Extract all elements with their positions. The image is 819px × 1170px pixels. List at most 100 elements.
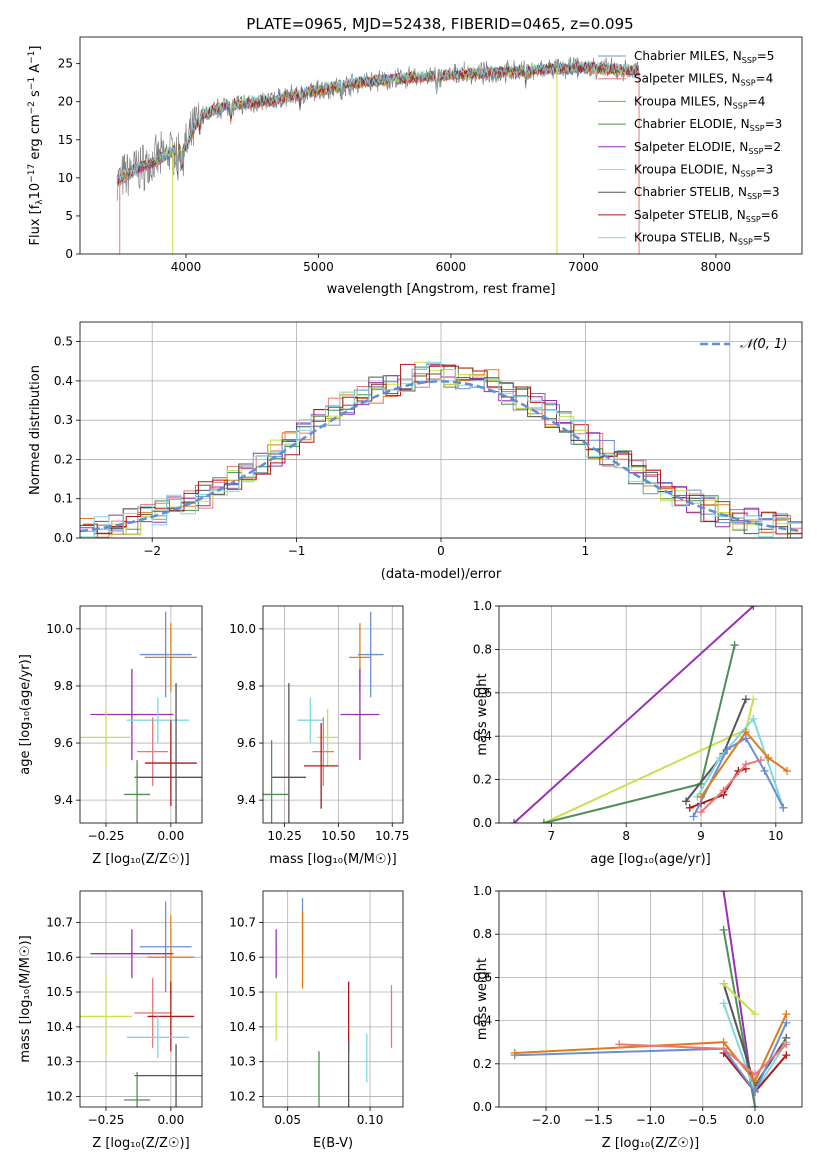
series-marker: [685, 803, 694, 812]
series-marker: [750, 1070, 759, 1079]
y-tick-label: 0.4: [473, 729, 492, 743]
x-axis-label: mass [log₁₀(M/M☉)]: [269, 852, 396, 867]
y-tick-label: 0.0: [473, 816, 492, 830]
series-marker: [539, 819, 548, 823]
legend-label-kroupa_miles: Kroupa MILES, NSSP=4: [634, 94, 765, 110]
x-tick-label: 7: [548, 829, 556, 843]
x-axis-label: age [log₁₀(age/yr)]: [590, 852, 711, 867]
series-marker: [782, 1010, 791, 1019]
point-kroupa_stelib: [126, 1016, 190, 1059]
axes-frame: [79, 890, 203, 1108]
point-chabrier_miles: [357, 611, 384, 698]
legend-label-chabrier_miles: Chabrier MILES, NSSP=5: [634, 49, 774, 65]
point-salpeter_stelib: [147, 981, 195, 1052]
y-tick-label: 0: [65, 247, 73, 261]
series-line: [722, 983, 756, 1015]
x-tick-label: 10: [768, 829, 783, 843]
panel-mass-age: 10.25 10.50 10.75 9.4 9.6 9.8 10.0 mass [log₁₀(…: [229, 605, 409, 867]
x-tick-label: 10.50: [321, 829, 355, 843]
point-kroupa_stelib: [126, 697, 190, 744]
series-marker: [719, 999, 728, 1008]
x-tick-label: 2: [726, 544, 734, 558]
series-marker: [749, 606, 758, 610]
panel-residuals: −2 −1 0 1 2 0.0 0.1 0.2 0.3 0.4 0.5 𝒩(0, 1) (data-mo…: [28, 321, 803, 582]
point-kroupa_miles: [144, 623, 197, 692]
x-tick-label: −1.0: [636, 1113, 665, 1127]
histogram-kroupa_stelib: [80, 361, 802, 538]
y-tick-label: 0.0: [473, 1100, 492, 1114]
y-axis-label: mass weight: [475, 673, 490, 755]
x-axis-label: Z [log₁₀(Z/Z☉)]: [602, 1136, 699, 1151]
y-tick-label: 15: [58, 133, 73, 147]
legend-label-salpeter_miles: Salpeter MILES, NSSP=4: [634, 72, 773, 88]
spectrum-legend: Chabrier MILES, NSSP=5 Salpeter MILES, NS…: [598, 49, 782, 247]
x-tick-label: 9: [697, 829, 705, 843]
x-tick-label: 5000: [303, 260, 334, 274]
panel-ebv-mass: 0.05 0.10 10.2 10.3 10.4 10.5 10.6 10.7 E(B-V): [229, 890, 404, 1151]
y-tick-label: 0.3: [54, 413, 73, 427]
y-tick-label: 0.6: [473, 686, 492, 700]
plot-area: [509, 606, 792, 823]
series-marker: [760, 766, 769, 775]
y-tick-label: 0.8: [473, 642, 492, 656]
point-chabrier_elodie: [263, 740, 289, 823]
y-tick-label: 0.1: [54, 492, 73, 506]
y-tick-label: 10.3: [229, 1055, 256, 1069]
series-marker: [697, 792, 705, 801]
y-axis-label: mass [log₁₀(M/M☉)]: [18, 935, 33, 1062]
series-marker: [750, 1103, 759, 1107]
point-salpeter_elodie: [90, 668, 174, 761]
x-tick-label: 8000: [701, 260, 732, 274]
point-chabrier_elodie: [124, 1072, 151, 1107]
series-marker: [749, 714, 758, 723]
y-tick-label: 25: [58, 57, 73, 71]
series-salpeter_elodie: [509, 606, 758, 823]
histogram-salpeter_stelib: [82, 363, 802, 535]
legend-label-chabrier_stelib: Chabrier STELIB, NSSP=3: [634, 185, 780, 201]
x-tick-label: −0.25: [88, 829, 125, 843]
y-tick-label: 10.5: [229, 985, 256, 999]
series-marker: [697, 808, 705, 817]
model-spectrum-salpeter_stelib: [116, 61, 639, 185]
y-tick-label: 10.4: [229, 1020, 256, 1034]
series-marker: [719, 891, 728, 895]
series-marker: [689, 812, 698, 821]
y-tick-label: 1.0: [473, 599, 492, 613]
point-salpeter_miles: [137, 717, 169, 786]
y-tick-label: 0.0: [54, 531, 73, 545]
y-tick-label: 10.7: [229, 915, 256, 929]
x-tick-label: −0.5: [688, 1113, 717, 1127]
series-marker: [756, 756, 765, 765]
series-marker: [741, 695, 750, 704]
point-salpeter_stelib: [303, 723, 339, 809]
series-marker: [510, 1049, 519, 1057]
x-tick-label: 4000: [171, 260, 202, 274]
series-line: [700, 759, 762, 813]
x-axis-label: Z [log₁₀(Z/Z☉)]: [92, 1136, 189, 1151]
series-marker: [764, 753, 773, 762]
series-marker: [682, 797, 691, 806]
y-tick-label: 10.5: [46, 985, 73, 999]
series-marker: [509, 819, 518, 823]
x-tick-label: −1.5: [584, 1113, 613, 1127]
x-axis-label: E(B-V): [313, 1136, 353, 1151]
point-kroupa_elodie: [80, 708, 132, 766]
y-tick-label: 9.8: [237, 679, 256, 693]
model-spectrum-kroupa_stelib: [116, 61, 639, 182]
y-tick-label: 0.2: [473, 1057, 492, 1071]
y-tick-label: 10.2: [46, 1090, 73, 1104]
plot-area: [116, 56, 640, 254]
y-axis-label: Normed distribution: [28, 365, 43, 495]
series-kroupa_elodie: [719, 979, 759, 1019]
point-chabrier_miles: [139, 901, 192, 993]
x-tick-label: 0.05: [274, 1113, 301, 1127]
legend-label-chabrier_elodie: Chabrier ELODIE, NSSP=3: [634, 117, 782, 133]
series-marker: [723, 745, 732, 754]
y-axis-label: Flux [fλ10−17 erg cm−2 s−1 A−1]: [27, 46, 45, 246]
x-tick-label: 6000: [436, 260, 467, 274]
series-marker: [730, 641, 739, 650]
axes-frame: [79, 36, 803, 255]
point-chabrier_stelib: [271, 683, 307, 823]
y-tick-label: 5: [65, 209, 73, 223]
